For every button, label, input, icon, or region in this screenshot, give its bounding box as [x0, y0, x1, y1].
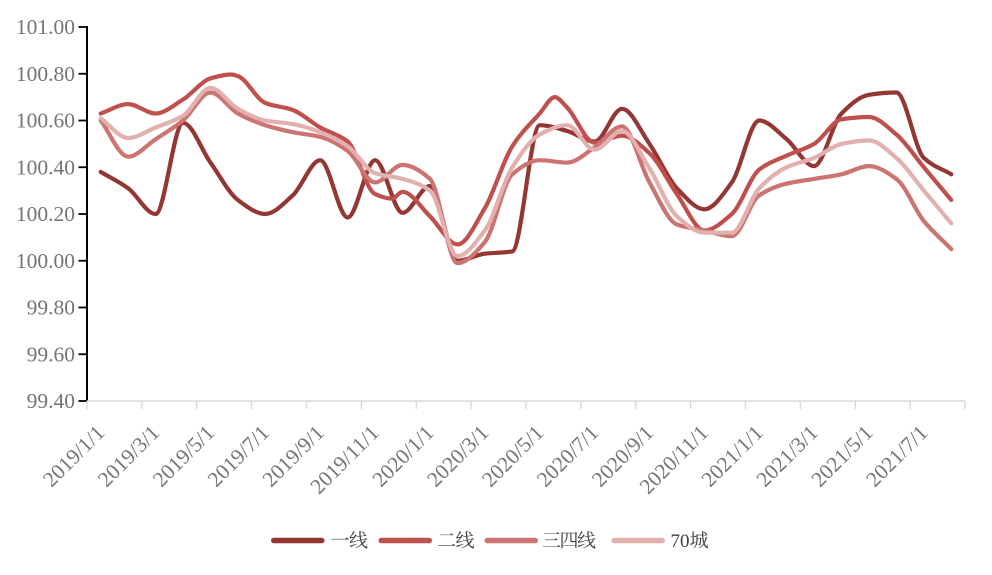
svg-text:101.00: 101.00 — [16, 15, 75, 39]
svg-text:100.60: 100.60 — [16, 109, 75, 133]
svg-text:100.00: 100.00 — [16, 249, 75, 273]
svg-text:99.60: 99.60 — [27, 342, 75, 366]
svg-text:99.80: 99.80 — [27, 296, 75, 320]
svg-text:100.20: 100.20 — [16, 202, 75, 226]
svg-text:99.40: 99.40 — [27, 389, 75, 413]
svg-text:100.80: 100.80 — [16, 62, 75, 86]
svg-text:100.40: 100.40 — [16, 155, 75, 179]
svg-text:70: 70 — [671, 531, 690, 552]
